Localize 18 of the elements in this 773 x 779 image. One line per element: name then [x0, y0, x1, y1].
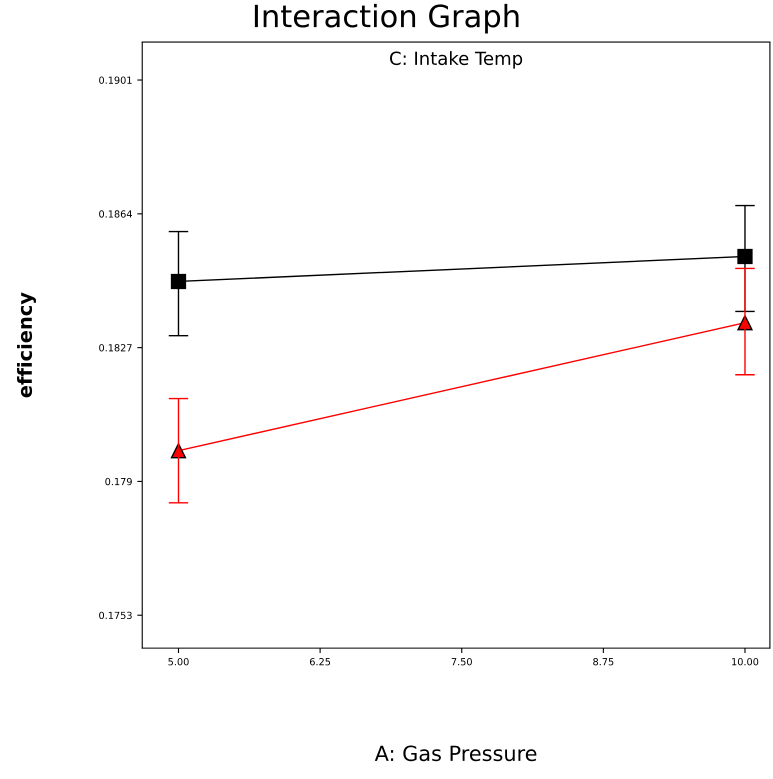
x-tick-label: 10.00 [732, 658, 758, 666]
x-tick-label: 5.00 [168, 658, 189, 666]
x-tick-label: 6.25 [310, 658, 330, 666]
y-axis-title: efficiency [17, 292, 36, 398]
x-axis-title: A: Gas Pressure [374, 745, 536, 762]
point [170, 274, 186, 290]
y-tick-label: 0.1753 [99, 612, 132, 620]
x-tick-label: 8.75 [593, 658, 614, 666]
x-tick-label: 7.50 [452, 658, 472, 666]
y-tick-label: 0.179 [105, 478, 132, 486]
y-tick-label: 0.1827 [99, 344, 132, 352]
chart-title: Interaction Graph [254, 4, 519, 34]
y-tick-label: 0.1864 [99, 210, 132, 218]
point [170, 443, 186, 458]
point [737, 248, 753, 264]
y-tick-label: 0.1901 [99, 76, 132, 84]
point [737, 315, 753, 330]
chart-subtitle: C: Intake Temp [390, 51, 522, 69]
